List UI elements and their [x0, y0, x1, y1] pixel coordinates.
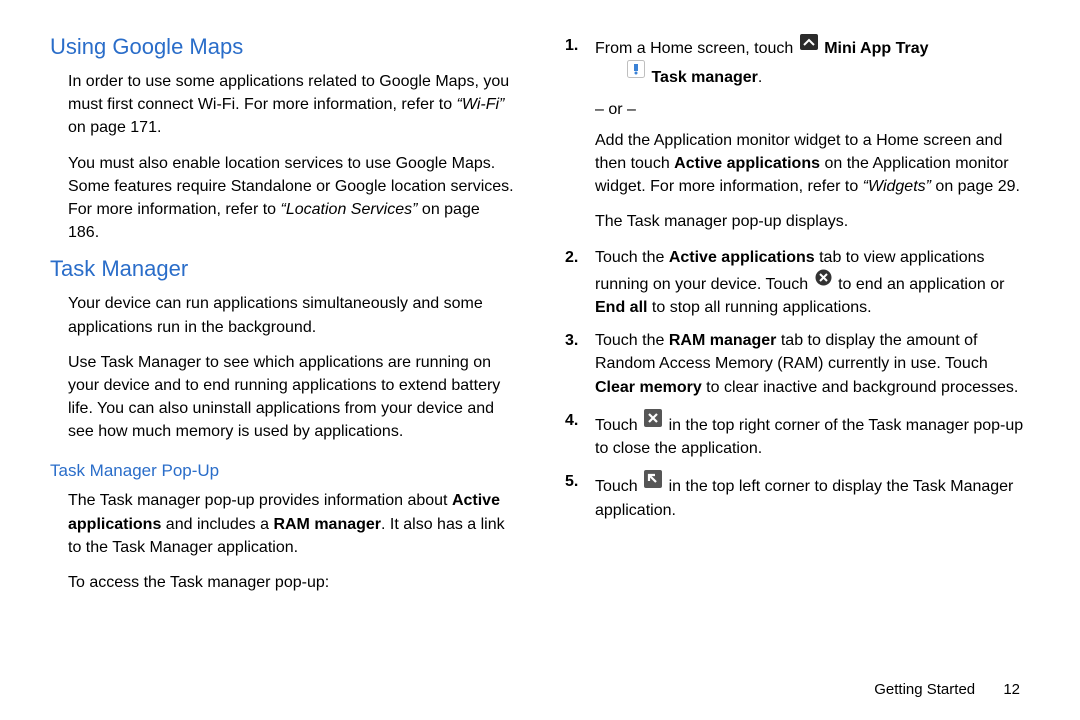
- close-icon: [644, 409, 662, 434]
- text: to end an application or: [838, 276, 1004, 293]
- step-3: Touch the RAM manager tab to display the…: [565, 329, 1030, 399]
- reference-widgets: “Widgets”: [863, 178, 931, 195]
- paragraph: Use Task Manager to see which applicatio…: [68, 351, 515, 444]
- term-active-applications: Active applications: [669, 249, 815, 266]
- left-column: Using Google Maps In order to use some a…: [50, 30, 540, 700]
- expand-icon: [644, 470, 662, 495]
- term-active-applications: Active applications: [674, 155, 820, 172]
- term-task-manager: Task manager: [651, 69, 757, 86]
- steps-list: From a Home screen, touch Mini App Tray …: [565, 30, 1030, 99]
- text: on page 29.: [931, 178, 1020, 195]
- subheading-task-manager-popup: Task Manager Pop-Up: [50, 461, 515, 481]
- mini-app-tray-icon: [800, 34, 818, 57]
- step-1-alt: Add the Application monitor widget to a …: [595, 129, 1030, 199]
- paragraph: The Task manager pop-up provides informa…: [68, 489, 515, 559]
- term-mini-app-tray: Mini App Tray: [824, 40, 928, 57]
- page-footer: Getting Started 12: [874, 681, 1020, 698]
- section-name: Getting Started: [874, 681, 975, 698]
- term-clear-memory: Clear memory: [595, 379, 702, 396]
- text: Touch the: [595, 332, 669, 349]
- text: In order to use some applications relate…: [68, 73, 509, 113]
- text: From a Home screen, touch: [595, 40, 798, 57]
- text: Touch the: [595, 249, 669, 266]
- reference-wifi: “Wi-Fi”: [457, 96, 505, 113]
- text: to clear inactive and background process…: [702, 379, 1019, 396]
- heading-google-maps: Using Google Maps: [50, 34, 515, 60]
- text: Touch: [595, 417, 642, 434]
- step-4: Touch in the top right corner of the Tas…: [565, 409, 1030, 461]
- reference-location-services: “Location Services”: [281, 201, 418, 218]
- text: to stop all running applications.: [647, 299, 871, 316]
- text: The Task manager pop-up provides informa…: [68, 492, 452, 509]
- step-1: From a Home screen, touch Mini App Tray …: [565, 34, 1030, 89]
- paragraph: You must also enable location services t…: [68, 152, 515, 245]
- paragraph: To access the Task manager pop-up:: [68, 571, 515, 594]
- paragraph: Your device can run applications simulta…: [68, 292, 515, 338]
- heading-task-manager: Task Manager: [50, 256, 515, 282]
- end-app-icon: [815, 269, 832, 293]
- page-number: 12: [1003, 681, 1020, 698]
- task-manager-icon: [627, 60, 645, 85]
- step-1-result: The Task manager pop-up displays.: [595, 210, 1030, 233]
- term-end-all: End all: [595, 299, 647, 316]
- right-column: From a Home screen, touch Mini App Tray …: [540, 30, 1030, 700]
- step-5: Touch in the top left corner to display …: [565, 470, 1030, 522]
- text: and includes a: [161, 516, 273, 533]
- steps-list-cont: Touch the Active applications tab to vie…: [565, 242, 1030, 532]
- text: Touch: [595, 479, 642, 496]
- step-2: Touch the Active applications tab to vie…: [565, 246, 1030, 320]
- paragraph: In order to use some applications relate…: [68, 70, 515, 140]
- term-ram-manager: RAM manager: [273, 516, 381, 533]
- manual-page: Using Google Maps In order to use some a…: [0, 0, 1080, 720]
- term-ram-manager: RAM manager: [669, 332, 777, 349]
- text: on page 171.: [68, 119, 161, 136]
- or-separator: – or –: [595, 101, 1030, 119]
- text: .: [758, 69, 762, 86]
